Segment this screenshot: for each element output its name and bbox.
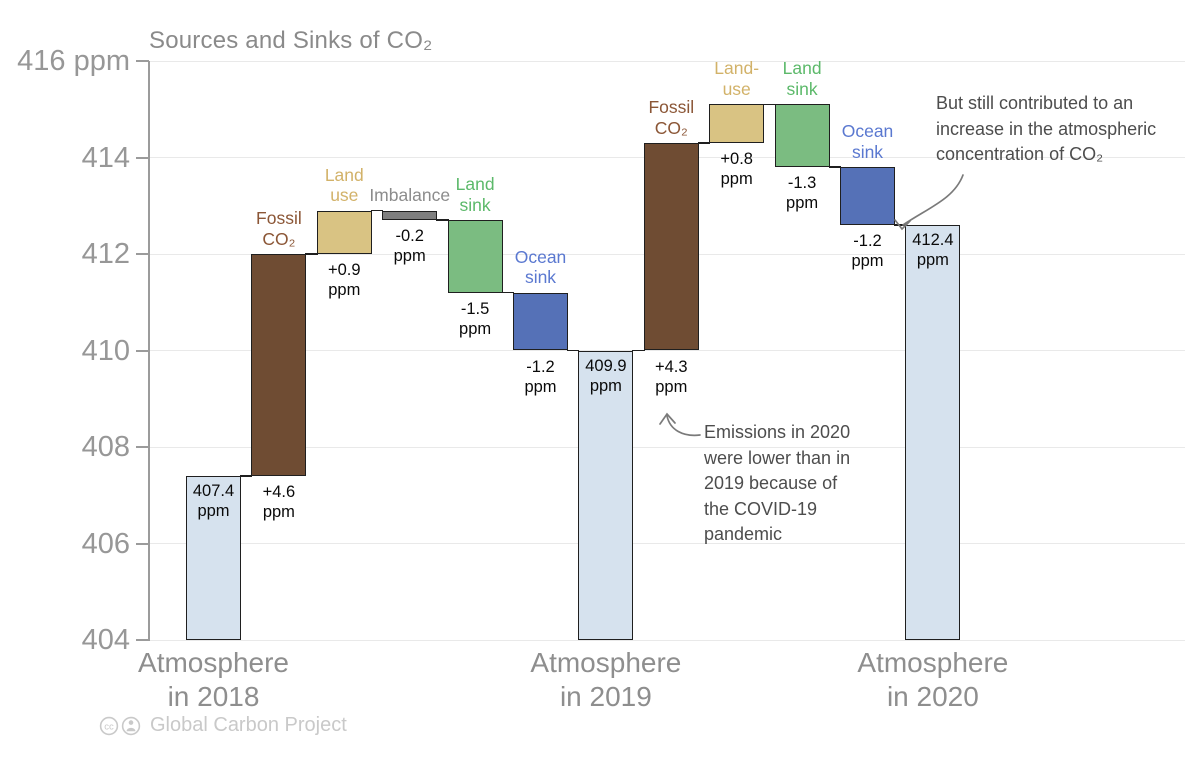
y-axis-label-406: 406: [81, 527, 130, 560]
y-axis-tick-416: [136, 60, 149, 62]
gridline-410: [150, 350, 1185, 351]
bar-ocean-sink-2020: [840, 167, 895, 226]
bar-value-atmosphere-2019: 409.9 ppm: [585, 356, 627, 395]
bar-title-land-sink-2020: Land sink: [782, 58, 822, 99]
bar-value-land-use-2019: +0.9 ppm: [328, 261, 361, 299]
annotation-covid: Emissions in 2020 were lower than in 201…: [704, 422, 851, 544]
bar-atmosphere-2020: [905, 225, 961, 640]
gridline-404: [150, 639, 1185, 641]
bar-value-fossil-co2-2020: +4.3 ppm: [655, 357, 688, 396]
bar-title-land-sink-2019: Land sink: [455, 174, 495, 215]
bar-value-atmosphere-2018: 407.4 ppm: [192, 481, 235, 520]
connector-atmosphere-2019-to-fossil-co2-2020: [632, 349, 645, 352]
x-axis-label-in-2019: Atmosphere in 2019: [530, 647, 682, 712]
bar-title-imbalance-2019: Imbalance: [369, 185, 451, 206]
bar-land-sink-2019: [447, 220, 503, 293]
bar-value-fossil-co2-2019: +4.6 ppm: [262, 482, 296, 521]
x-axis-label-in-2020: Atmosphere in 2020: [857, 647, 1009, 712]
covid-annotation-arrow: [666, 415, 701, 437]
chart-title: Sources and Sinks of CO₂: [149, 27, 433, 54]
attribution-text: Global Carbon Project: [150, 714, 347, 736]
connector-land-use-2019-to-imbalance-2019: [370, 209, 384, 212]
bar-value-land-sink-2020: -1.3 ppm: [786, 174, 819, 213]
y-axis-tick-412: [136, 253, 149, 255]
y-axis-label-414: 414: [81, 141, 130, 174]
y-axis-tick-410: [136, 349, 149, 352]
bar-value-atmosphere-2020: 412.4 ppm: [912, 231, 954, 270]
x-axis-label-in-2018: Atmosphere in 2018: [138, 647, 289, 712]
connector-imbalance-2019-to-land-sink-2019: [436, 219, 449, 222]
bar-imbalance-2019: [382, 210, 438, 221]
bar-value-land-use-2020: +0.8 ppm: [720, 150, 753, 189]
bar-value-land-sink-2019: -1.5 ppm: [459, 299, 492, 338]
bar-title-ocean-sink-2020: Ocean sink: [841, 121, 894, 162]
increase-annotation-arrow: [902, 174, 964, 226]
bar-land-use-2020: [709, 104, 765, 144]
connector-fossil-co2-2019-to-land-use-2019: [305, 253, 318, 255]
y-axis-tick-414: [136, 156, 149, 159]
y-axis-label-416: 416 ppm: [17, 45, 130, 77]
gridline-416: [150, 60, 1185, 62]
bar-fossil-co2-2019: [251, 254, 307, 476]
bar-title-land-use-2020: Land- use: [714, 58, 760, 99]
bar-title-fossil-co2-2020: Fossil CO₂: [648, 97, 695, 138]
gridline-408: [150, 446, 1185, 448]
connector-atmosphere-2018-to-fossil-co2-2019: [240, 475, 253, 477]
bar-land-use-2019: [316, 210, 372, 254]
connector-land-sink-2019-to-ocean-sink-2019: [501, 291, 514, 294]
connector-land-use-2020-to-land-sink-2020: [763, 103, 776, 106]
y-axis-tick-404: [136, 639, 149, 641]
connector-fossil-co2-2020-to-land-use-2020: [697, 142, 711, 144]
gridline-406: [150, 543, 1185, 544]
connector-ocean-sink-2019-to-atmosphere-2019: [567, 349, 580, 352]
y-axis-label-408: 408: [81, 431, 130, 463]
y-axis-label-410: 410: [81, 334, 130, 367]
y-axis-line: [148, 61, 150, 641]
bar-title-fossil-co2-2019: Fossil CO₂: [256, 208, 302, 249]
bar-fossil-co2-2020: [643, 143, 699, 351]
by-icon: [121, 716, 141, 735]
connector-ocean-sink-2020-to-atmosphere-2020: [894, 224, 907, 226]
bar-land-sink-2020: [774, 104, 830, 168]
bar-value-ocean-sink-2020: -1.2 ppm: [851, 232, 884, 271]
bar-atmosphere-2018: [186, 475, 241, 640]
bar-title-land-use-2019: Land use: [324, 164, 364, 206]
cc-icon: [99, 716, 119, 735]
connector-land-sink-2020-to-ocean-sink-2020: [828, 166, 841, 168]
bar-ocean-sink-2019: [513, 292, 568, 351]
cc-by-license-icons: cc: [99, 716, 141, 735]
attribution: cc Global Carbon Project: [99, 714, 347, 737]
covid-annotation-arrowhead: [659, 412, 676, 425]
bar-title-ocean-sink-2019: Ocean sink: [514, 246, 567, 288]
bar-value-imbalance-2019: -0.2 ppm: [393, 227, 426, 266]
y-axis-tick-406: [136, 542, 149, 545]
bar-atmosphere-2019: [578, 350, 634, 640]
y-axis-label-412: 412: [81, 238, 130, 270]
bar-value-ocean-sink-2019: -1.2 ppm: [524, 357, 557, 396]
y-axis-tick-408: [136, 446, 149, 448]
svg-text:cc: cc: [104, 721, 114, 732]
annotation-increase: But still contributed to an increase in …: [936, 93, 1157, 164]
y-axis-label-404: 404: [81, 624, 130, 656]
